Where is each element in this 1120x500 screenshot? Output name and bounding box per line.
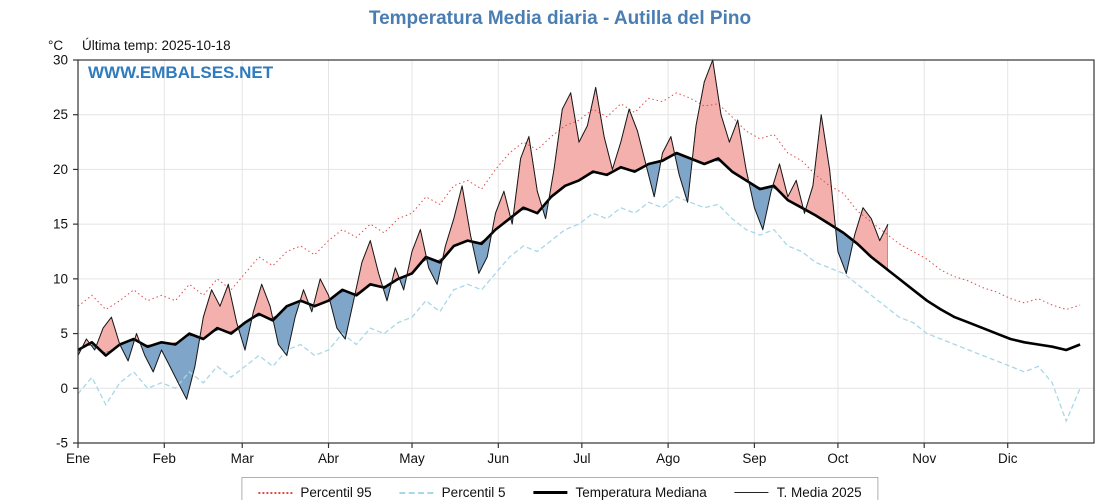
last-temp-label: Última temp: 2025-10-18 <box>82 38 231 53</box>
y-tick-label: 0 <box>60 381 68 396</box>
x-tick-label: Jul <box>573 451 590 466</box>
t2025-line-sample-icon <box>734 492 769 493</box>
x-tick-label: Dic <box>998 451 1018 466</box>
legend-label-percentil5: Percentil 5 <box>441 485 506 500</box>
cold-anomaly-fill <box>78 153 889 401</box>
percentil5-line <box>77 196 1081 423</box>
y-axis-unit-label: °C <box>48 38 64 53</box>
percentil5-line-sample-icon <box>399 491 434 494</box>
legend-item-t2025: T. Media 2025 <box>734 485 862 500</box>
x-tick-label: Jun <box>487 451 509 466</box>
plot-frame <box>77 59 1095 444</box>
legend-item-percentil5: Percentil 5 <box>399 485 506 500</box>
y-tick-label: 10 <box>53 271 68 286</box>
x-tick-label: Mar <box>231 451 255 466</box>
x-tick-label: Feb <box>153 451 176 466</box>
y-tick-label: -5 <box>56 436 68 451</box>
percentil95-line-sample-icon <box>258 491 293 494</box>
y-tick-label: 15 <box>53 217 68 232</box>
warm-anomaly-fill <box>78 58 889 356</box>
x-tick-label: May <box>399 451 425 466</box>
temperatura-mediana-line <box>77 151 1081 357</box>
legend-label-mediana: Temperatura Mediana <box>575 485 707 500</box>
x-tick-label: Ene <box>66 451 90 466</box>
x-tick-label: Nov <box>912 451 936 466</box>
t-media-2025-line <box>77 59 889 400</box>
percentil95-line <box>77 92 1081 311</box>
chart-legend: Percentil 95 Percentil 5 Temperatura Med… <box>241 477 879 500</box>
watermark-text: WWW.EMBALSES.NET <box>88 63 274 82</box>
y-tick-label: 20 <box>53 162 68 177</box>
x-tick-label: Abr <box>318 451 340 466</box>
y-tick-label: 5 <box>60 326 68 341</box>
x-tick-label: Sep <box>742 451 766 466</box>
legend-label-percentil95: Percentil 95 <box>300 485 372 500</box>
legend-label-t2025: T. Media 2025 <box>776 485 862 500</box>
x-tick-label: Oct <box>827 451 848 466</box>
y-tick-label: 25 <box>53 107 68 122</box>
y-tick-label: 30 <box>53 53 68 68</box>
legend-item-mediana: Temperatura Mediana <box>533 485 707 500</box>
legend-item-percentil95: Percentil 95 <box>258 485 372 500</box>
x-tick-label: Ago <box>656 451 680 466</box>
chart-title: Temperatura Media diaria - Autilla del P… <box>368 8 752 29</box>
mediana-line-sample-icon <box>533 491 568 494</box>
chart-header: °C Última temp: 2025-10-18 <box>0 38 1120 56</box>
